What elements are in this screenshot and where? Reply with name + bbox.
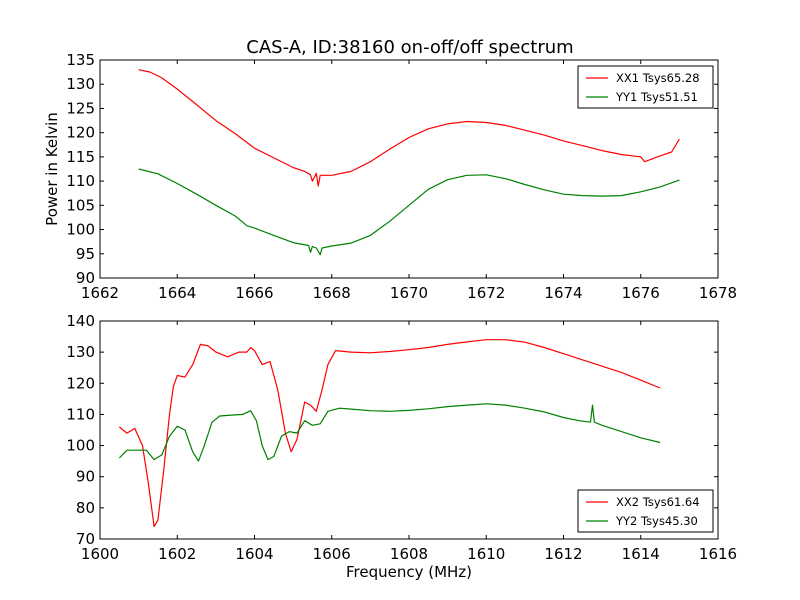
top-y-axis-label: Power in Kelvin — [43, 112, 61, 226]
bottom-legend-label-1: XX2 Tsys61.64 — [616, 495, 700, 509]
top-x-tick-label: 1668 — [313, 284, 351, 302]
bottom-x-tick-label: 1602 — [158, 545, 196, 563]
top-x-tick-label: 1676 — [622, 284, 660, 302]
top-series-line-2 — [138, 168, 680, 256]
bottom-y-tick-label: 130 — [66, 343, 95, 361]
top-series-line-1 — [138, 69, 680, 187]
top-y-tick-label: 130 — [66, 75, 95, 93]
top-y-tick-label: 100 — [66, 221, 95, 239]
bottom-plot-panel: 1600 1602 1604 1606 1608 1610 1612 1614 1616 70 80… — [66, 312, 737, 581]
bottom-y-tick-label: 80 — [76, 499, 95, 517]
bottom-legend: XX2 Tsys61.64 YY2 Tsys45.30 — [577, 489, 714, 533]
bottom-x-tick-label: 1610 — [467, 545, 505, 563]
bottom-x-tick-label: 1608 — [390, 545, 428, 563]
bottom-y-tick-label: 120 — [66, 374, 95, 392]
top-y-tick-label: 120 — [66, 124, 95, 142]
top-legend: XX1 Tsys65.28 YY1 Tsys51.51 — [577, 65, 714, 109]
top-legend-label-1: XX1 Tsys65.28 — [616, 71, 700, 85]
top-y-tick-label: 90 — [76, 269, 95, 287]
top-legend-label-2: YY1 Tsys51.51 — [615, 90, 698, 104]
top-x-tick-label: 1674 — [544, 284, 582, 302]
bottom-x-tick-label: 1604 — [235, 545, 273, 563]
bottom-x-axis-label: Frequency (MHz) — [346, 563, 472, 581]
top-x-tick-label: 1662 — [81, 284, 119, 302]
top-legend-box — [577, 65, 714, 109]
bottom-series-line-1 — [118, 339, 661, 528]
bottom-x-tick-label: 1600 — [81, 545, 119, 563]
bottom-y-tick-label: 90 — [76, 468, 95, 486]
top-x-tick-label: 1670 — [390, 284, 428, 302]
top-y-tick-label: 135 — [66, 51, 95, 69]
bottom-y-tick-label: 110 — [66, 405, 95, 423]
top-plot-panel: 1662 1664 1666 1668 1670 1672 1674 1676 1678 90 95… — [43, 51, 737, 302]
bottom-x-tick-label: 1616 — [699, 545, 737, 563]
bottom-x-tick-label: 1612 — [544, 545, 582, 563]
bottom-legend-box — [577, 489, 714, 533]
chart-title: CAS-A, ID:38160 on-off/off spectrum — [246, 37, 573, 58]
top-x-tick-label: 1678 — [699, 284, 737, 302]
top-y-tick-label: 95 — [76, 245, 95, 263]
bottom-x-tick-label: 1614 — [622, 545, 660, 563]
bottom-y-tick-label: 140 — [66, 312, 95, 330]
top-y-tick-label: 125 — [66, 99, 95, 117]
top-y-tick-label: 110 — [66, 172, 95, 190]
top-y-tick-label: 115 — [66, 148, 95, 166]
bottom-y-tick-label: 100 — [66, 437, 95, 455]
bottom-y-tick-label: 70 — [76, 530, 95, 548]
bottom-legend-label-2: YY2 Tsys45.30 — [615, 514, 698, 528]
bottom-x-tick-label: 1606 — [313, 545, 351, 563]
top-x-tick-label: 1664 — [158, 284, 196, 302]
top-x-tick-label: 1666 — [235, 284, 273, 302]
bottom-series-line-2 — [118, 403, 661, 462]
top-x-tick-label: 1672 — [467, 284, 505, 302]
top-y-tick-label: 105 — [66, 196, 95, 214]
